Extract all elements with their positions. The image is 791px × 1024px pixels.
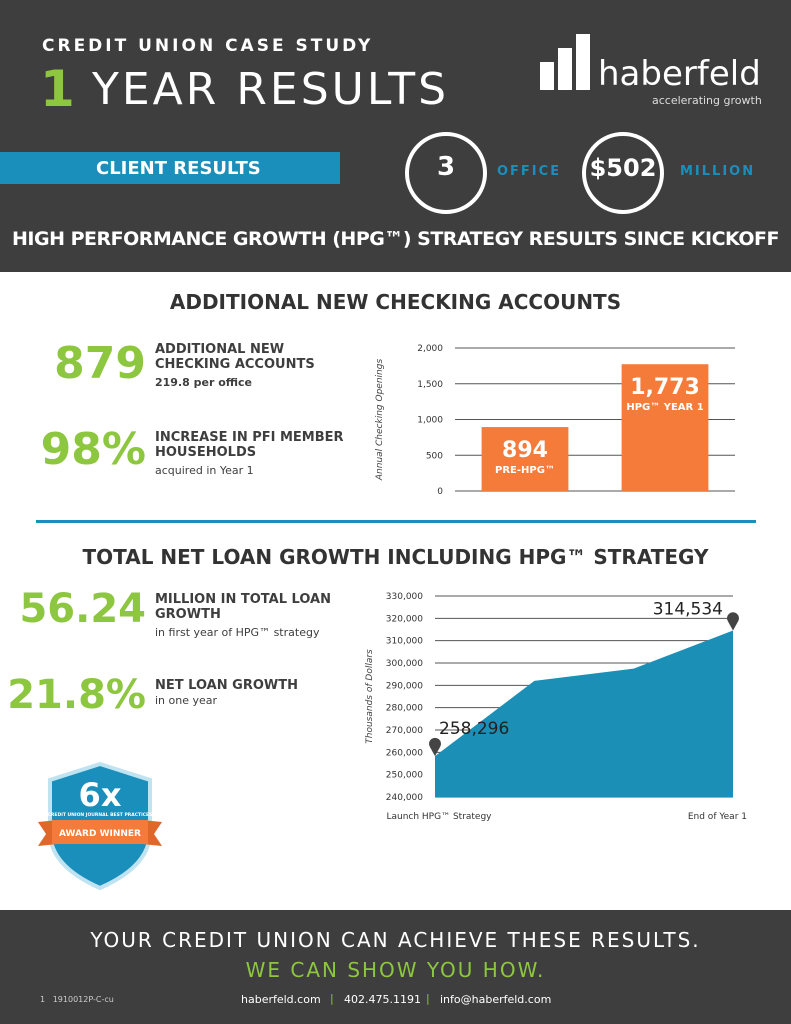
y-tick-label: 290,000 [386,681,423,691]
value-label: 894 [502,438,548,463]
tagline: accelerating growth [652,94,762,107]
stat-label: MILLION IN TOTAL LOAN GROWTH [155,592,331,622]
footer-site: haberfeld.com [241,993,321,1006]
badge-count: 6x [79,776,122,814]
stat-label: NET LOAN GROWTH [155,678,298,693]
y-tick-label: 1,500 [417,380,443,390]
stat-note: in one year [155,694,218,707]
y-tick-label: 320,000 [386,614,423,624]
bar-chart: Annual Checking Openings 0 500 1,000 1,500 2,… [375,344,735,497]
category-label: PRE-HPG™ [495,465,555,476]
badge-ribbon: AWARD WINNER [59,829,141,839]
area-chart: Thousands of Dollars 240,000 250,000 260,00… [365,592,747,822]
stat-label: INCREASE IN PFI MEMBER HOUSEHOLDS [155,430,344,460]
footer-phone: 402.475.1191 [344,993,421,1006]
stat-label: ADDITIONAL NEW CHECKING ACCOUNTS [155,342,315,372]
y-tick-label: 2,000 [417,344,443,354]
footer-code: 1 1910012P-C-cu [40,995,114,1004]
value-label: 1,773 [630,375,700,400]
title: YEAR RESULTS [92,64,450,115]
stat-note: 219.8 per office [155,376,253,389]
y-tick-label: 250,000 [386,771,423,781]
header-bg [0,0,791,272]
y-tick-label: 0 [437,487,443,497]
y-tick-label: 310,000 [386,637,423,647]
offices-value: 3 [436,152,456,182]
y-tick-label: 280,000 [386,704,423,714]
y-axis-label: Thousands of Dollars [365,649,375,744]
headline: HIGH PERFORMANCE GROWTH (HPG™) STRATEGY … [12,228,780,250]
divider [36,520,756,523]
y-tick-label: 300,000 [386,659,423,669]
kicker: CREDIT UNION CASE STUDY [42,36,374,56]
footer-line2: WE CAN SHOW YOU HOW. [245,958,546,982]
value-label: 258,296 [439,719,509,739]
badge-line: CREDIT UNION JOURNAL BEST PRACTICES [48,812,153,818]
area [435,630,733,797]
bar [621,364,709,491]
y-tick-label: 1,000 [417,416,443,426]
y-tick-label: 270,000 [386,726,423,736]
section-title: TOTAL NET LOAN GROWTH INCLUDING HPG™ STR… [82,545,709,569]
stat-value: 879 [54,338,146,389]
pin [429,737,441,757]
offices-label: OFFICE [497,164,562,179]
y-tick-label: 500 [426,451,443,461]
title-number: 1 [40,60,75,118]
assets-label: MILLION [680,164,756,179]
value-label: 314,534 [653,600,723,620]
footer-bg [0,910,791,1024]
y-tick-label: 330,000 [386,592,423,602]
banner-bg [0,152,340,184]
badge: 6x CREDIT UNION JOURNAL BEST PRACTICES A… [38,762,162,891]
banner: CLIENT RESULTS [96,158,261,179]
stat-note: in first year of HPG™ strategy [155,626,320,639]
footer-line1: YOUR CREDIT UNION CAN ACHIEVE THESE RESU… [90,928,701,952]
circle [582,132,664,214]
bar [481,427,569,491]
logo-mark [540,34,590,90]
stat-note: acquired in Year 1 [155,464,254,477]
y-tick-label: 240,000 [386,793,423,803]
stat-value: 98% [40,424,146,475]
logo: haberfeld [598,54,761,94]
x-tick-label: End of Year 1 [688,812,747,822]
circle [405,132,487,214]
sep: | [426,992,430,1005]
section-title: ADDITIONAL NEW CHECKING ACCOUNTS [169,290,622,314]
y-tick-label: 260,000 [386,748,423,758]
pin [727,612,739,631]
x-tick-label: Launch HPG™ Strategy [386,812,492,822]
y-axis-label: Annual Checking Openings [375,359,385,482]
sep: | [330,992,334,1005]
stat-value: 21.8% [7,672,146,718]
category-label: HPG™ YEAR 1 [626,402,703,413]
footer-email: info@haberfeld.com [440,993,552,1006]
stat-value: 56.24 [19,586,146,632]
assets-value: $502 [589,154,657,182]
